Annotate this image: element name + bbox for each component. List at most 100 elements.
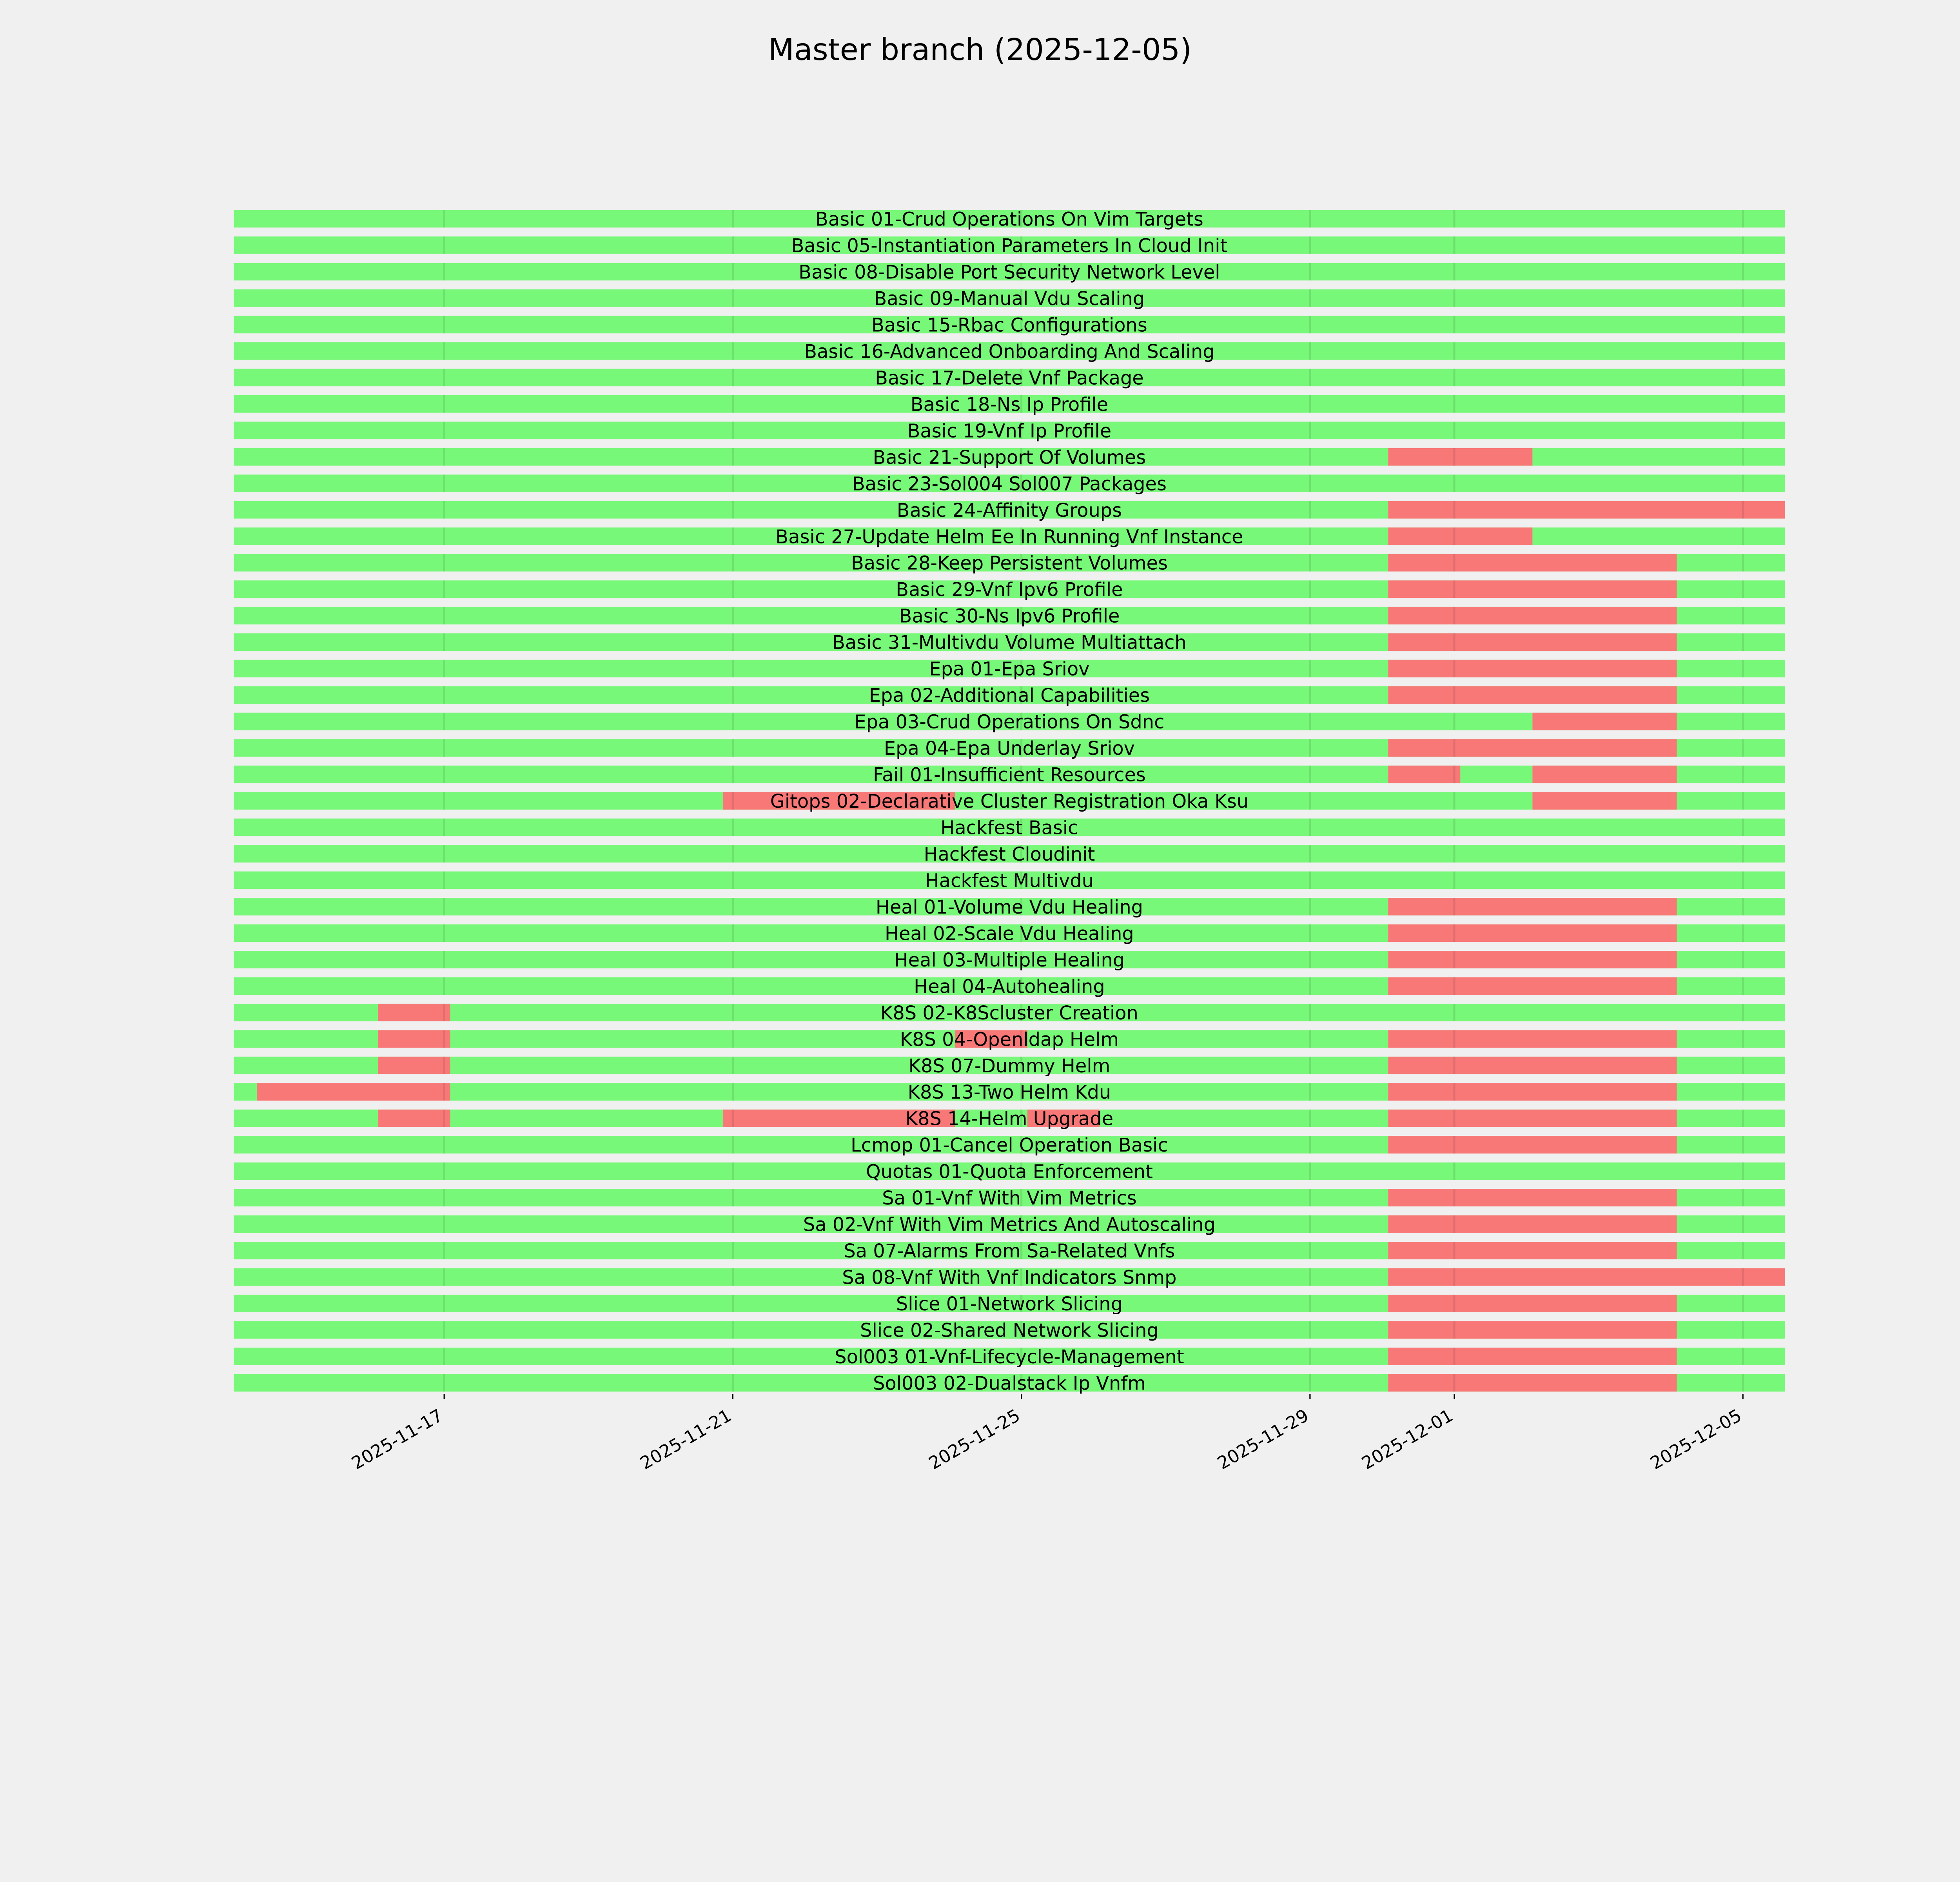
test-label: Basic 31-Multivdu Volume Multiattach xyxy=(832,632,1187,654)
test-label: Sa 01-Vnf With Vim Metrics xyxy=(882,1188,1136,1209)
test-row xyxy=(234,633,1785,651)
test-label: K8S 04-Openldap Helm xyxy=(900,1029,1119,1050)
test-row xyxy=(234,289,1785,307)
pass-segment xyxy=(234,263,1785,281)
test-row xyxy=(234,1268,1785,1286)
test-label: Basic 30-Ns Ipv6 Profile xyxy=(899,606,1120,627)
fail-segment xyxy=(1388,1109,1677,1127)
test-row xyxy=(234,474,1785,492)
test-label: Fail 01-Insufficient Resources xyxy=(873,765,1146,786)
test-label: Basic 17-Delete Vnf Package xyxy=(875,367,1144,389)
fail-segment xyxy=(1388,501,1785,519)
test-row xyxy=(234,845,1785,863)
fail-segment xyxy=(1388,1083,1677,1101)
test-label: Slice 01-Network Slicing xyxy=(896,1293,1123,1315)
test-row xyxy=(234,950,1785,968)
pass-segment xyxy=(234,871,1785,889)
fail-segment xyxy=(257,1083,450,1101)
test-row xyxy=(234,263,1785,281)
test-labels-layer: Basic 01-Crud Operations On Vim Targets B… xyxy=(770,209,1249,1395)
pass-segment xyxy=(234,210,1785,228)
test-label: Epa 02-Additional Capabilities xyxy=(869,685,1150,707)
test-label: Slice 02-Shared Network Slicing xyxy=(860,1320,1159,1341)
test-row xyxy=(234,342,1785,360)
test-row xyxy=(234,712,1785,730)
test-row xyxy=(234,1242,1785,1259)
test-label: K8S 07-Dummy Helm xyxy=(909,1055,1111,1077)
fail-segment xyxy=(1388,1030,1677,1048)
fail-segment xyxy=(1388,1374,1677,1392)
pass-segment xyxy=(234,818,1785,836)
test-label: Sa 02-Vnf With Vim Metrics And Autoscali… xyxy=(803,1214,1216,1236)
test-label: Basic 01-Crud Operations On Vim Targets xyxy=(815,209,1203,231)
fail-segment xyxy=(1388,1268,1785,1286)
test-label: Heal 03-Multiple Healing xyxy=(894,950,1125,971)
test-label: K8S 02-K8Scluster Creation xyxy=(880,1003,1138,1024)
fail-segment xyxy=(1388,1215,1677,1233)
fail-segment xyxy=(1388,1242,1677,1259)
fail-segment xyxy=(955,1030,1027,1048)
timeline-chart: Master branch (2025-12-05) Basic 01-Crud… xyxy=(234,33,1785,1474)
fail-segment xyxy=(1388,950,1677,968)
fail-segment xyxy=(1532,792,1677,810)
fail-segment xyxy=(1388,1056,1677,1074)
test-label: Gitops 02-Declarative Cluster Registrati… xyxy=(770,791,1249,812)
fail-segment xyxy=(1388,1295,1677,1312)
fail-segment xyxy=(378,1109,450,1127)
test-label: Basic 24-Affinity Groups xyxy=(897,500,1122,521)
pass-segment xyxy=(234,1162,1785,1180)
test-row xyxy=(234,421,1785,440)
fail-segment xyxy=(1532,765,1677,783)
fail-segment xyxy=(1388,924,1677,942)
test-row xyxy=(234,818,1785,836)
fail-segment xyxy=(378,1056,450,1074)
pass-segment xyxy=(234,369,1785,387)
chart-title: Master branch (2025-12-05) xyxy=(768,33,1192,67)
test-row xyxy=(234,527,1785,545)
test-row xyxy=(234,316,1785,334)
test-label: Hackfest Cloudinit xyxy=(924,844,1095,865)
test-label: Basic 19-Vnf Ip Profile xyxy=(907,420,1112,442)
fail-segment xyxy=(1388,1348,1677,1365)
fail-segment xyxy=(1388,607,1677,625)
test-row xyxy=(234,1109,1785,1127)
test-label: Basic 15-Rbac Configurations xyxy=(871,314,1147,336)
test-label: Basic 23-Sol004 Sol007 Packages xyxy=(852,473,1167,495)
test-label: Epa 04-Epa Underlay Sriov xyxy=(884,738,1135,759)
fail-segment xyxy=(1388,580,1677,598)
fail-segment xyxy=(1388,739,1677,757)
pass-segment xyxy=(234,474,1785,492)
test-row xyxy=(234,580,1785,598)
test-label: Heal 04-Autohealing xyxy=(914,976,1105,997)
test-row xyxy=(234,369,1785,387)
test-label: Hackfest Multivdu xyxy=(925,870,1094,892)
test-row xyxy=(234,686,1785,704)
pass-segment xyxy=(234,316,1785,334)
fail-segment xyxy=(1388,977,1677,995)
test-row xyxy=(234,898,1785,916)
test-row xyxy=(234,1321,1785,1339)
test-row xyxy=(234,236,1785,254)
test-label: Basic 05-Instantiation Parameters In Clo… xyxy=(791,235,1228,257)
fail-segment xyxy=(378,1003,450,1021)
test-row xyxy=(234,1136,1785,1154)
test-row xyxy=(234,765,1785,783)
test-row xyxy=(234,1348,1785,1365)
test-label: Sa 07-Alarms From Sa-Related Vnfs xyxy=(844,1241,1175,1262)
fail-segment xyxy=(1388,1321,1677,1339)
test-label: Heal 01-Volume Vdu Healing xyxy=(876,897,1143,918)
fail-segment xyxy=(1388,898,1677,916)
test-row xyxy=(234,871,1785,889)
fail-segment xyxy=(1388,527,1533,545)
fail-segment xyxy=(1388,1189,1677,1206)
test-label: K8S 13-Two Helm Kdu xyxy=(908,1082,1111,1103)
test-label: Basic 08-Disable Port Security Network L… xyxy=(799,262,1220,283)
fail-segment xyxy=(1027,1109,1100,1127)
test-row xyxy=(234,739,1785,757)
fail-segment xyxy=(1388,633,1677,651)
test-label: Basic 27-Update Helm Ee In Running Vnf I… xyxy=(775,526,1243,548)
pass-segment xyxy=(234,421,1785,440)
pass-segment xyxy=(234,765,1785,783)
test-row xyxy=(234,1374,1785,1392)
test-label: Heal 02-Scale Vdu Healing xyxy=(885,923,1134,945)
